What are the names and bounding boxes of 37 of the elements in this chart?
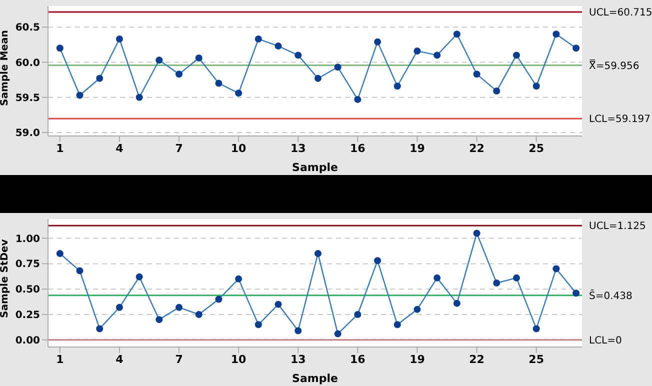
x-tick-label: 25 [528,142,544,155]
y-tick-label: 59.0 [15,128,40,140]
x-tick-label: 10 [230,142,247,155]
x-tick-label: 13 [290,142,306,155]
y-tick-label: 1.00 [15,234,40,245]
x-tick-label: 4 [116,352,124,366]
x-tick-label: 22 [469,142,484,155]
y-tick-label: 0.75 [15,259,40,270]
y-tick-label: 60.0 [15,58,40,69]
x-tick-label: 16 [350,142,366,155]
y-tick-label: 0.50 [15,284,40,296]
x-tick-label: 1 [56,352,64,366]
ref-line-label: LCL=59.197 [589,114,650,126]
x-tick-label: 7 [175,352,183,366]
x-tick-label: 25 [528,352,544,366]
y-axis-title: Sample StDev [0,238,11,318]
x-axis-title: Sample [292,372,338,385]
ref-line-label: UCL=60.715 [589,8,652,19]
x-axis-title: Sample [292,161,338,174]
ref-line-label: X̿=59.956 [589,59,640,72]
y-tick-label: 0.25 [15,310,40,322]
x-tick-label: 7 [175,142,183,155]
x-tick-label: 13 [290,352,306,366]
ref-line-label: LCL=0 [589,335,622,346]
ref-line-label: S̄=0.438 [589,289,632,302]
x-tick-label: 19 [410,142,425,155]
y-tick-label: 59.5 [15,92,40,104]
y-tick-label: 60.5 [15,22,40,34]
y-axis-title: Sample Mean [0,30,11,106]
x-tick-label: 1 [56,142,64,155]
x-tick-label: 22 [469,352,484,366]
x-tick-label: 10 [230,352,247,366]
x-tick-label: 16 [350,352,366,366]
x-tick-label: 19 [410,352,425,366]
y-tick-label: 0.00 [15,335,40,346]
ref-line-label: UCL=1.125 [589,221,646,232]
x-tick-label: 4 [116,142,124,155]
